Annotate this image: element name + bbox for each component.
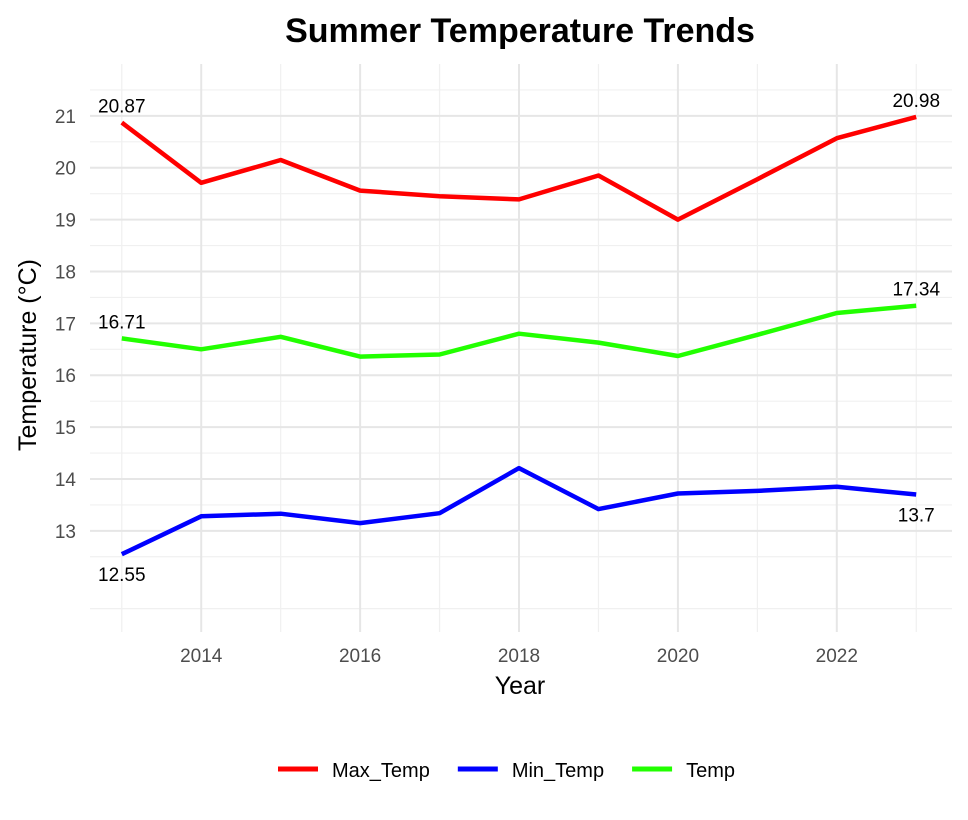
grid: [90, 64, 952, 632]
y-tick-label: 13: [55, 522, 76, 543]
legend-label: Max_Temp: [332, 760, 430, 782]
series-line-temp: [121, 303, 917, 359]
y-tick-label: 15: [55, 418, 76, 439]
legend-item: Temp: [632, 760, 735, 782]
y-tick-label: 18: [55, 262, 76, 283]
data-label: 20.87: [98, 97, 146, 118]
x-tick-label: 2022: [816, 646, 858, 667]
data-label: 20.98: [892, 91, 940, 112]
chart-title: Summer Temperature Trends: [285, 12, 755, 50]
y-tick-label: 19: [55, 211, 76, 232]
data-label: 12.55: [98, 565, 146, 586]
y-tick-label: 16: [55, 366, 76, 387]
legend-item: Min_Temp: [457, 760, 604, 782]
x-tick-label: 2014: [180, 646, 223, 667]
y-tick-label: 21: [55, 107, 76, 128]
series-line-max-temp: [120, 114, 917, 222]
y-tick-label: 17: [55, 314, 76, 335]
legend-label: Min_Temp: [512, 760, 604, 782]
x-tick-label: 2016: [339, 646, 381, 667]
data-label: 16.71: [98, 312, 146, 333]
y-tick-label: 14: [55, 470, 77, 491]
legend-label: Temp: [686, 760, 735, 782]
legend: Max_Temp Min_Temp Temp: [278, 760, 735, 782]
series-lines: [120, 114, 917, 557]
data-labels: 20.87 20.98 12.55 13.7 16.71 17.34: [98, 91, 940, 586]
y-tick-label: 20: [55, 159, 76, 180]
data-label: 13.7: [898, 506, 935, 527]
x-tick-label: 2018: [498, 646, 540, 667]
series-line-min-temp: [120, 465, 917, 557]
x-axis-title: Year: [495, 672, 546, 700]
x-tick-label: 2020: [657, 646, 699, 667]
legend-item: Max_Temp: [278, 760, 430, 782]
axis-ticks: 13 14 15 16 17 18 19 20 21 2014 2016 2018 2020 2022: [55, 107, 858, 667]
data-label: 17.34: [892, 280, 940, 301]
y-axis-title: Temperature (°C): [14, 259, 42, 451]
